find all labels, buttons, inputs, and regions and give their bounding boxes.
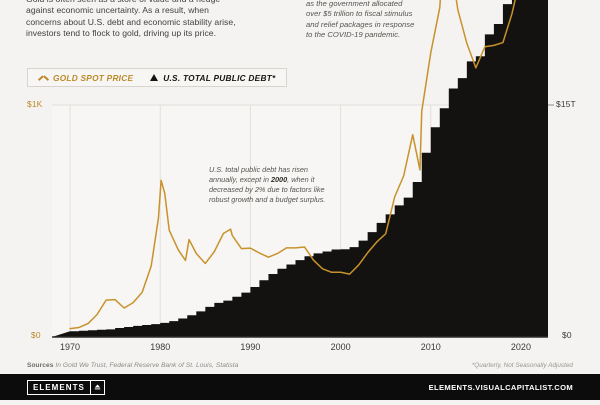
footer-bar: ELEMENTS ELEMENTS.VISUALCAPITALIST.COM — [0, 374, 600, 400]
annot-year-2000: 2000 — [270, 175, 288, 184]
legend-label-gold: GOLD SPOT PRICE — [53, 72, 134, 83]
callout-line-3: over $5 trillion to fiscal stimulus — [306, 9, 413, 19]
legend-label-debt: U.S. TOTAL PUBLIC DEBT* — [163, 72, 276, 83]
legend-item-gold-spot-price[interactable]: GOLD SPOT PRICE — [39, 73, 133, 83]
legend-item-public-debt[interactable]: U.S. TOTAL PUBLIC DEBT* — [150, 73, 275, 83]
x-axis-tick-1970: 1970 — [60, 342, 81, 352]
callout-line-4: and relief packages in response — [306, 19, 415, 29]
covid-callout-text: In 2020, the gold price surged as the go… — [306, 0, 438, 41]
footnote: *Quarterly, Not Seasonally Adjusted — [471, 362, 573, 369]
sources-line: Sources In Gold We Trust, Federal Reserv… — [27, 362, 238, 369]
callout-line-2: as the government allocated — [306, 0, 403, 8]
site-url: ELEMENTS.VISUALCAPITALIST.COM — [428, 382, 573, 392]
intro-paragraph-left: Gold is often seen as a store of value a… — [26, 0, 258, 40]
y-axis-right-top-label: $15T — [556, 99, 576, 109]
triangle-up-icon — [150, 74, 159, 81]
y-axis-left-bottom-label: $0 — [31, 330, 41, 340]
elements-logo[interactable]: ELEMENTS — [27, 379, 105, 395]
elements-logo-text: ELEMENTS — [33, 382, 85, 392]
sources-label: Sources — [27, 362, 54, 369]
annot-line-3: decreased by 2% due to factors like — [209, 185, 325, 194]
x-axis-tick-2020: 2020 — [510, 342, 531, 352]
annot-line-2c: , when it — [287, 175, 315, 184]
chevron-up-icon — [39, 75, 48, 81]
intro-left-line-2: against economic uncertainty. As a resul… — [26, 5, 209, 16]
x-axis-tick-2000: 2000 — [330, 342, 351, 352]
intro-left-line-3: concerns about U.S. debt and economic st… — [26, 16, 236, 27]
x-axis-tick-1980: 1980 — [150, 342, 171, 352]
elements-mark-icon — [89, 380, 104, 394]
y-axis-right-bottom-label: $0 — [562, 330, 572, 340]
sources-text: In Gold We Trust, Federal Reserve Bank o… — [53, 362, 239, 369]
annot-line-1: U.S. total public debt has risen — [209, 165, 308, 174]
callout-line-5: to the COVID-19 pandemic. — [306, 30, 401, 40]
chart-legend: GOLD SPOT PRICE U.S. TOTAL PUBLIC DEBT* — [27, 68, 288, 87]
intro-left-line-4: investors tend to flock to gold, driving… — [26, 28, 217, 39]
annot-line-2a: annually, except in — [209, 175, 271, 184]
debt-annotation: U.S. total public debt has risen annuall… — [209, 165, 359, 205]
annot-line-4: robust growth and a budget surplus. — [209, 195, 326, 204]
x-axis-tick-1990: 1990 — [240, 342, 261, 352]
x-axis-tick-2010: 2010 — [420, 342, 441, 352]
y-axis-left-top-label: $1K — [27, 99, 43, 109]
